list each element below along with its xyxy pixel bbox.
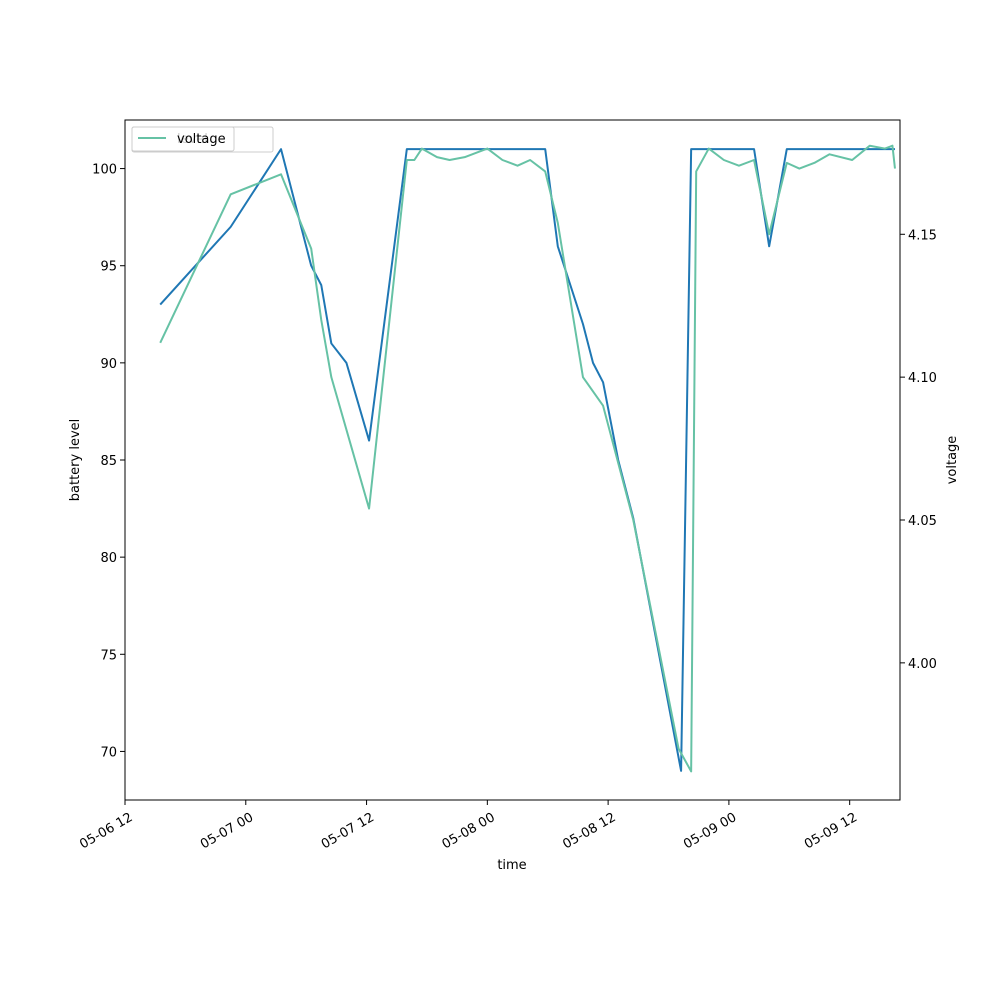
y-left-tick-label: 100 — [92, 163, 117, 178]
y-left-tick-label: 70 — [100, 745, 117, 760]
y-right-tick-label: 4.15 — [908, 228, 937, 243]
legend-frame — [131, 126, 235, 152]
y-left-tick-label: 75 — [100, 648, 117, 663]
y-left-tick-label: 85 — [100, 454, 117, 469]
y-right-tick-label: 4.10 — [908, 371, 937, 386]
y-left-tick-label: 90 — [100, 357, 117, 372]
y-axis-right-title: voltage — [945, 436, 960, 485]
lines-layer — [159, 144, 896, 773]
y-right-tick-label: 4.00 — [908, 657, 937, 672]
y-axis-left: 70 75 80 85 90 95 100 — [92, 163, 125, 760]
y-axis-right: 4.00 4.05 4.10 4.15 — [900, 228, 937, 672]
series-line-level — [159, 148, 895, 772]
legend-label-voltage: voltage — [177, 132, 226, 147]
y-axis-left-title: battery level — [68, 419, 83, 502]
series-line-voltage — [159, 144, 896, 773]
y-right-tick-label: 4.05 — [908, 514, 937, 529]
x-axis-title: time — [497, 858, 526, 873]
legend-box-voltage: voltage — [131, 126, 235, 152]
y-left-tick-label: 95 — [100, 260, 117, 275]
y-left-tick-label: 80 — [100, 551, 117, 566]
